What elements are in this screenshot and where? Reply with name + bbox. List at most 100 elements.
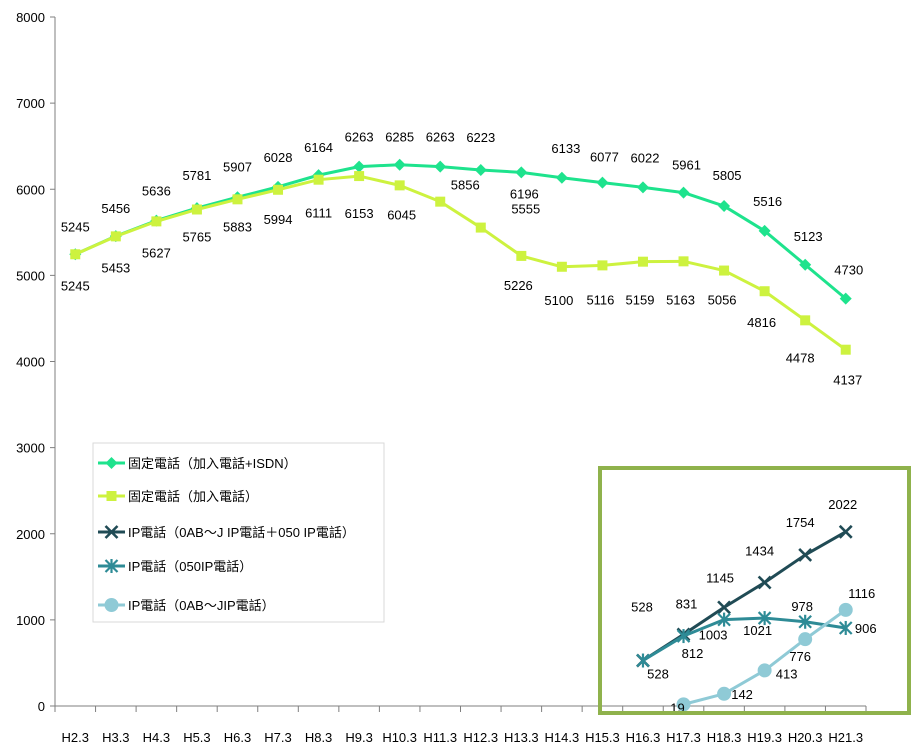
square-marker [475,222,486,233]
diamond-marker [799,258,812,271]
square-marker [151,216,162,227]
data-point [191,204,202,215]
data-label: 5453 [101,260,130,275]
x-tick-label: H6.3 [224,730,251,745]
circle-marker [717,686,732,701]
data-point [799,258,812,271]
x-marker-stroke [798,548,813,562]
data-label: 5883 [223,219,252,234]
x-tick-label: H13.3 [504,730,539,745]
data-point [717,686,732,701]
data-label: 812 [682,646,704,661]
data-label: 5100 [544,293,573,308]
series-line [642,616,846,662]
x-tick-label: H9.3 [345,730,372,745]
data-point [838,602,853,617]
x-marker-stroke [838,524,853,539]
ip-phone-highlight-frame [598,466,911,715]
x-tick-label: H4.3 [143,730,170,745]
data-label: 142 [731,687,753,702]
data-label: 5636 [142,184,171,199]
circle-marker [798,632,813,647]
data-label: 1145 [706,570,734,585]
legend-marker [104,525,119,539]
data-label: 6285 [385,130,414,145]
data-point [475,222,486,233]
data-point [232,194,243,205]
x-tick-label: H16.3 [626,730,661,745]
axes: 0 1000 2000 3000 4000 5000 6000 7000 8000 H2.3 H3.… [16,10,867,745]
series-2 [70,171,851,355]
data-point [758,224,771,237]
diamond-marker [839,292,852,305]
y-tick-label: 8000 [16,10,45,25]
data-label: 6153 [345,206,374,221]
data-point [354,171,365,182]
y-tick-label: 1000 [16,613,45,628]
data-point [759,286,770,297]
data-label: 5627 [142,245,171,260]
square-marker [678,256,689,267]
series-5 [676,602,853,712]
y-tick-label: 3000 [16,441,45,456]
square-marker [800,315,811,326]
data-point [474,164,487,177]
data-point [597,260,608,271]
data-point [394,180,405,191]
diamond-marker [434,160,447,173]
x-tick-label: H17.3 [666,730,701,745]
square-marker [70,249,81,260]
data-label: 5781 [182,168,211,183]
legend-label: IP電話（050IP電話） [128,559,252,574]
data-point [798,548,813,562]
data-point [151,216,162,227]
data-label: 6045 [387,207,416,222]
diamond-marker [555,171,568,184]
data-point [718,200,731,213]
data-label: 5765 [182,229,211,244]
data-point [516,250,527,261]
data-label: 5163 [666,292,695,307]
legend-item: 固定電話（加入電話+ISDN） [98,456,297,471]
x-tick-label: H18.3 [707,730,742,745]
circle-marker [757,663,772,678]
data-point [70,249,81,260]
data-label: 413 [776,666,798,681]
data-point [677,186,690,199]
square-marker [435,196,446,207]
data-label: 2022 [828,497,857,512]
legend-marker [104,559,119,573]
data-point [840,344,851,355]
legend: 固定電話（加入電話+ISDN） 固定電話（加入電話） IP電話（0AB～J IP電話… [92,442,385,623]
data-point [110,231,121,242]
data-point [839,292,852,305]
x-tick-label: H21.3 [828,730,863,745]
x-tick-label: H20.3 [788,730,823,745]
data-label: 5907 [223,159,252,174]
data-point [717,600,731,615]
data-point [717,612,731,627]
data-labels: 5245 5456 5636 5781 5907 6028 6164 6263 6285 6263… [61,130,877,716]
data-label: 5805 [713,168,742,183]
data-point [757,575,772,590]
data-label: 5555 [511,202,540,217]
data-label: 6196 [510,186,539,201]
square-marker [719,265,730,276]
square-marker [106,491,117,501]
legend-marker [106,491,117,501]
data-point [434,160,447,173]
data-point [515,166,528,179]
data-label: 831 [676,596,698,611]
data-label: 5245 [61,278,90,293]
data-label: 6133 [551,141,580,156]
data-point [636,653,650,668]
data-label: 5116 [586,292,614,307]
data-label: 1021 [743,623,772,638]
square-marker [516,250,527,261]
data-point [353,160,366,173]
legend-label: 固定電話（加入電話） [128,489,258,504]
diamond-marker [393,158,406,171]
y-tick-label: 0 [38,699,45,714]
diamond-marker [636,181,649,194]
